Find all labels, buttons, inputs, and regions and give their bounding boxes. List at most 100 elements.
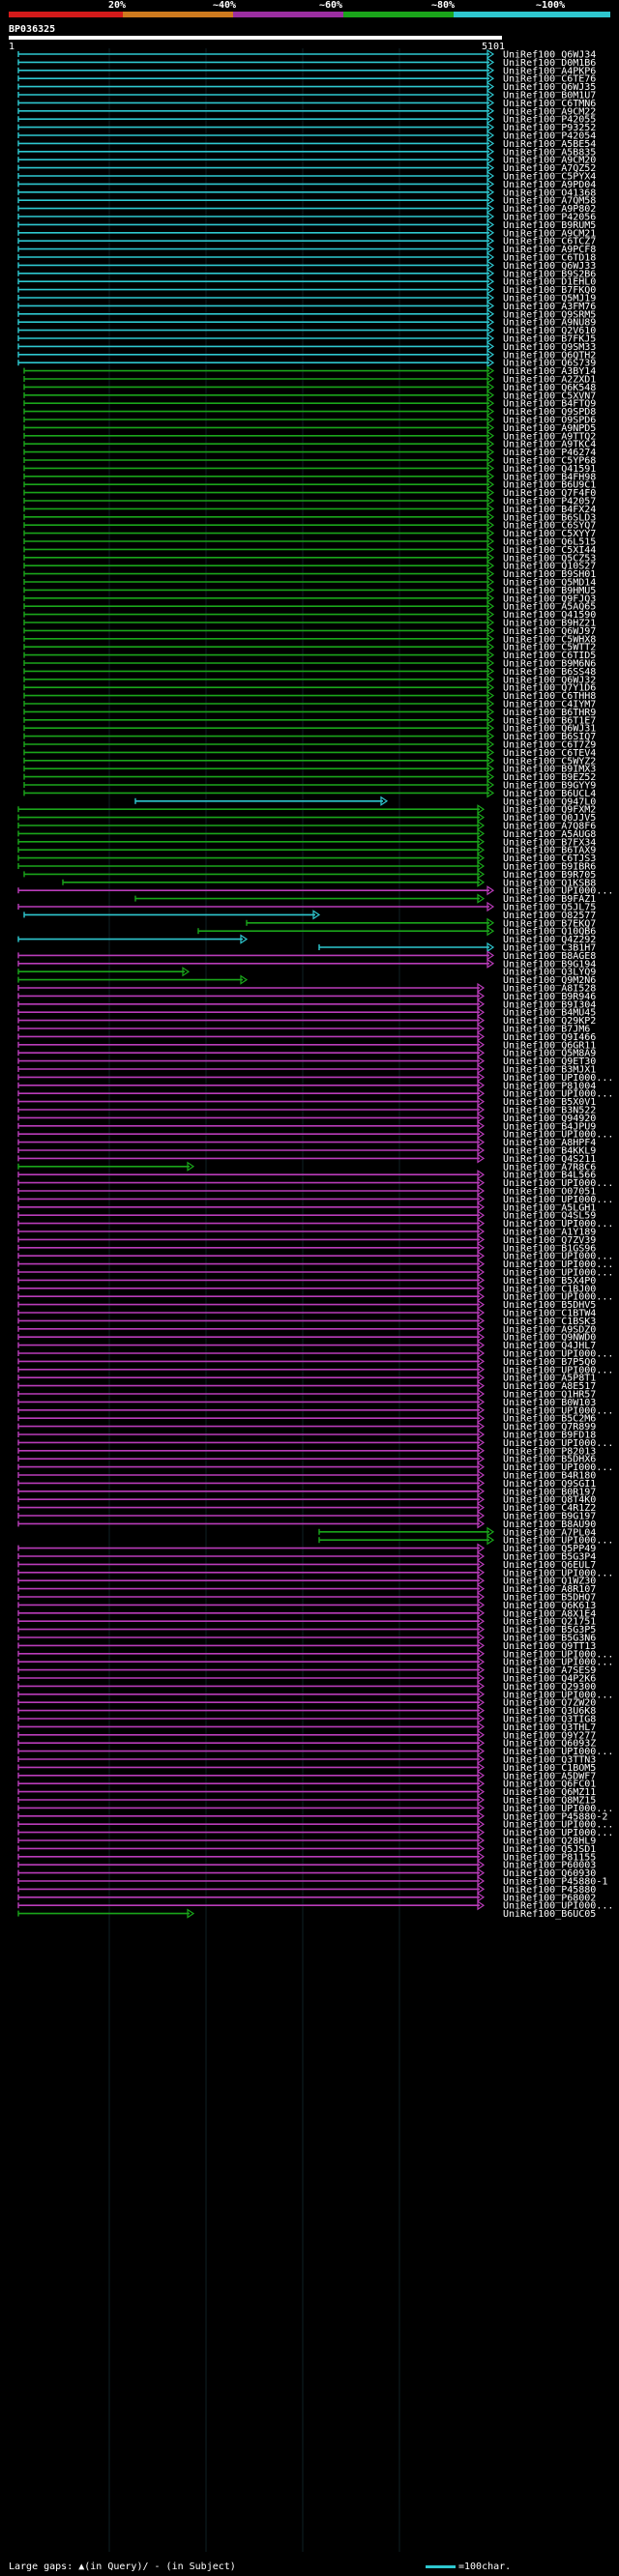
- hit-label[interactable]: UniRef100_B9M6N6: [503, 659, 596, 670]
- hit-label[interactable]: UniRef100_B9RUM5: [503, 220, 596, 231]
- hit-row[interactable]: UniRef100_C6TID5: [23, 650, 596, 661]
- hit-label[interactable]: UniRef100_Q1WZ30: [503, 1577, 596, 1587]
- hit-row[interactable]: UniRef100_UPI000...: [17, 1129, 613, 1141]
- hit-row[interactable]: UniRef100_B9IMX3: [23, 764, 596, 775]
- hit-row[interactable]: UniRef100_B9FAZ1: [134, 893, 596, 905]
- hit-row[interactable]: UniRef100_C5PYX4: [17, 170, 596, 183]
- hit-row[interactable]: UniRef100_P60003: [17, 1860, 596, 1871]
- hit-row[interactable]: UniRef100_Q6EUL7: [17, 1559, 596, 1571]
- hit-row[interactable]: UniRef100_UPI000...: [17, 1347, 613, 1360]
- hit-label[interactable]: UniRef100_Q6S739: [503, 359, 596, 369]
- hit-row[interactable]: UniRef100_UPI000...: [17, 1177, 613, 1189]
- hit-label[interactable]: UniRef100_C1BJ00: [503, 1284, 596, 1294]
- hit-label[interactable]: UniRef100_C6TJS3: [503, 854, 596, 864]
- hit-label[interactable]: UniRef100_UPI000...: [503, 1405, 613, 1416]
- hit-label[interactable]: UniRef100_C6TEV4: [503, 748, 596, 759]
- hit-label[interactable]: UniRef100_Q9TT13: [503, 1641, 596, 1652]
- hit-row[interactable]: UniRef100_B9HMU5: [23, 585, 596, 596]
- hit-label[interactable]: UniRef100_A7SES9: [503, 1665, 596, 1676]
- hit-label[interactable]: UniRef100_A5LGH1: [503, 1202, 596, 1213]
- hit-label[interactable]: UniRef100_Q10S27: [503, 562, 596, 572]
- hit-row[interactable]: UniRef100_P45880-1: [17, 1875, 607, 1888]
- hit-row[interactable]: UniRef100_P45880: [17, 1884, 596, 1896]
- hit-row[interactable]: UniRef100_A9P802: [17, 203, 596, 215]
- hit-label[interactable]: UniRef100_UPI000...: [503, 1073, 613, 1084]
- hit-label[interactable]: UniRef100_B6SIQ7: [503, 732, 596, 742]
- hit-row[interactable]: UniRef100_C5XYY7: [23, 528, 596, 539]
- hit-label[interactable]: UniRef100_O41368: [503, 188, 596, 198]
- hit-row[interactable]: UniRef100_B6SIQ7: [23, 731, 596, 742]
- hit-label[interactable]: UniRef100_A9SDZ0: [503, 1324, 596, 1335]
- hit-label[interactable]: UniRef100_B9SH01: [503, 569, 596, 580]
- hit-label[interactable]: UniRef100_UPI000...: [503, 1438, 613, 1449]
- hit-row[interactable]: UniRef100_B6SS48: [23, 666, 596, 678]
- hit-label[interactable]: UniRef100_O82577: [503, 911, 596, 921]
- hit-label[interactable]: UniRef100_B6THR9: [503, 708, 596, 718]
- hit-label[interactable]: UniRef100_A5DWF7: [503, 1771, 596, 1781]
- hit-label[interactable]: UniRef100_Q1KSB8: [503, 878, 596, 888]
- hit-row[interactable]: UniRef100_A2ZXD1: [23, 373, 596, 386]
- hit-row[interactable]: UniRef100_Q5CZ53: [23, 552, 596, 564]
- hit-label[interactable]: UniRef100_P68002: [503, 1893, 596, 1903]
- hit-label[interactable]: UniRef100_B9R946: [503, 992, 596, 1002]
- hit-label[interactable]: UniRef100_B5DHV5: [503, 1300, 596, 1311]
- hit-label[interactable]: UniRef100_B9IMX3: [503, 765, 596, 775]
- hit-label[interactable]: UniRef100_C6SYQ7: [503, 521, 596, 532]
- hit-row[interactable]: UniRef100_B4L566: [17, 1170, 596, 1181]
- hit-row[interactable]: UniRef100_B9GYY9: [23, 779, 596, 792]
- hit-row[interactable]: UniRef100_Q10S27: [23, 561, 596, 572]
- hit-label[interactable]: UniRef100_Q1HR57: [503, 1390, 596, 1401]
- hit-label[interactable]: UniRef100_UPI000...: [503, 1365, 613, 1375]
- hit-row[interactable]: UniRef100_Q5MJ19: [17, 292, 596, 304]
- hit-row[interactable]: UniRef100_O82577: [23, 910, 596, 921]
- hit-label[interactable]: UniRef100_UPI000...: [503, 1828, 613, 1838]
- hit-label[interactable]: UniRef100_Q9SPD8: [503, 407, 596, 418]
- hit-label[interactable]: UniRef100_Q3TTN3: [503, 1755, 596, 1766]
- hit-row[interactable]: UniRef100_UPI000...: [17, 1291, 613, 1303]
- hit-label[interactable]: UniRef100_UPI000...: [503, 1252, 613, 1262]
- hit-label[interactable]: UniRef100_Q3TIG8: [503, 1715, 596, 1725]
- hit-row[interactable]: UniRef100_Q5JSD1: [17, 1843, 596, 1855]
- hit-row[interactable]: UniRef100_B5G3N6: [17, 1632, 596, 1644]
- hit-row[interactable]: UniRef100_A4PKP6: [17, 65, 596, 76]
- hit-label[interactable]: UniRef100_A1Y189: [503, 1228, 596, 1238]
- hit-row[interactable]: UniRef100_Q3TIG8: [17, 1713, 596, 1725]
- hit-row[interactable]: UniRef100_A8X1E4: [17, 1607, 596, 1619]
- hit-label[interactable]: UniRef100_Q9SGI1: [503, 1479, 596, 1490]
- hit-label[interactable]: UniRef100_B7FKQ0: [503, 285, 596, 296]
- hit-row[interactable]: UniRef100_Q4Z292: [17, 934, 596, 945]
- hit-label[interactable]: UniRef100_A3BY14: [503, 366, 596, 377]
- hit-row[interactable]: UniRef100_Q6093Z: [17, 1738, 596, 1750]
- hit-label[interactable]: UniRef100_A9CM20: [503, 156, 596, 166]
- hit-label[interactable]: UniRef100_C5XYY7: [503, 529, 596, 539]
- hit-label[interactable]: UniRef100_B4FX24: [503, 505, 596, 515]
- hit-row[interactable]: UniRef100_Q6FC01: [17, 1779, 596, 1790]
- hit-label[interactable]: UniRef100_Q5PP49: [503, 1544, 596, 1554]
- hit-label[interactable]: UniRef100_Q41590: [503, 610, 596, 621]
- hit-row[interactable]: UniRef100_C6TE76: [17, 73, 596, 85]
- hit-row[interactable]: UniRef100_A9TKC4: [23, 439, 596, 450]
- hit-row[interactable]: UniRef100_A9NPD5: [23, 422, 596, 434]
- hit-row[interactable]: UniRef100_UPI000...: [318, 1535, 613, 1547]
- hit-label[interactable]: UniRef100_P42057: [503, 497, 596, 507]
- hit-label[interactable]: UniRef100_Q41591: [503, 464, 596, 475]
- hit-label[interactable]: UniRef100_B6SLD3: [503, 512, 596, 523]
- hit-label[interactable]: UniRef100_B5G3P4: [503, 1552, 596, 1563]
- hit-label[interactable]: UniRef100_Q6QTH2: [503, 350, 596, 361]
- hit-row[interactable]: UniRef100_B9SH01: [23, 568, 596, 580]
- hit-label[interactable]: UniRef100_Q28HL9: [503, 1837, 596, 1847]
- hit-row[interactable]: UniRef100_Q3U6K8: [17, 1705, 596, 1717]
- hit-label[interactable]: UniRef100_B4JPU9: [503, 1121, 596, 1132]
- hit-row[interactable]: UniRef100_Q9SPD8: [23, 406, 596, 418]
- hit-label[interactable]: UniRef100_UPI000...: [503, 1901, 613, 1912]
- hit-row[interactable]: UniRef100_B6SLD3: [23, 511, 596, 523]
- hit-row[interactable]: UniRef100_A9NU89: [17, 317, 596, 329]
- hit-label[interactable]: UniRef100_UPI000...: [503, 1292, 613, 1303]
- hit-label[interactable]: UniRef100_Q6EUL7: [503, 1560, 596, 1571]
- hit-row[interactable]: UniRef100_Q6K613: [17, 1600, 596, 1611]
- hit-label[interactable]: UniRef100_Q6L515: [503, 537, 596, 548]
- hit-row[interactable]: UniRef100_B5C2M6: [17, 1413, 596, 1425]
- hit-label[interactable]: UniRef100_A9CM22: [503, 106, 596, 117]
- hit-row[interactable]: UniRef100_UPI000...: [17, 1462, 613, 1473]
- hit-label[interactable]: UniRef100_Q4P2K6: [503, 1674, 596, 1685]
